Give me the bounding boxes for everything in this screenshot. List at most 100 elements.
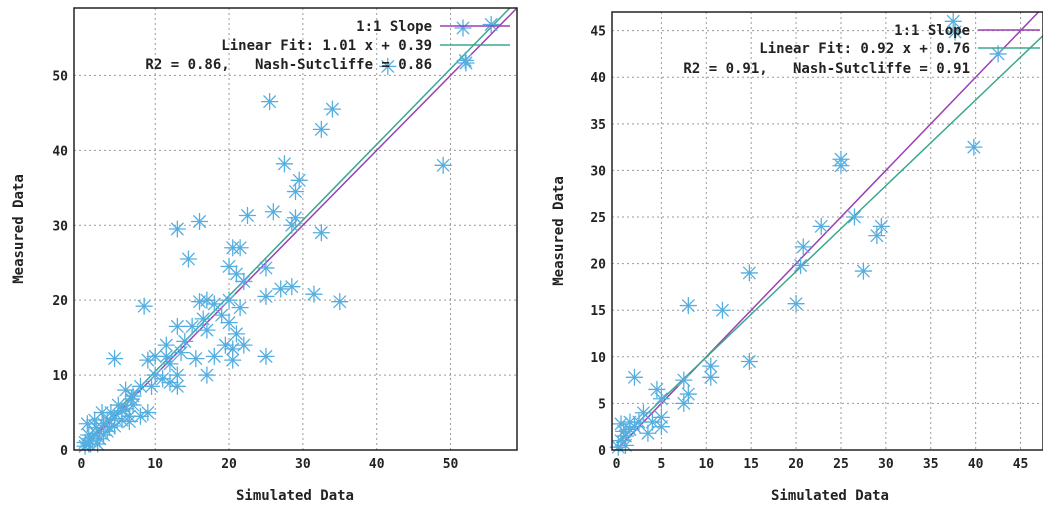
x-tick-label: 10 <box>147 457 163 472</box>
data-point <box>794 238 812 256</box>
data-point <box>456 51 474 70</box>
data-point <box>88 435 107 453</box>
data-point <box>238 206 257 225</box>
data-point <box>224 351 242 369</box>
y-tick-label: 30 <box>52 219 68 234</box>
data-point <box>639 424 657 442</box>
data-point <box>81 432 99 450</box>
data-point <box>235 272 253 291</box>
data-point <box>131 407 150 425</box>
legend-point-marker <box>454 19 472 37</box>
data-point <box>120 407 139 425</box>
data-point <box>172 343 190 362</box>
data-point <box>965 138 983 156</box>
data-point <box>216 336 235 354</box>
data-point <box>286 182 305 201</box>
x-axis-label: Simulated Data <box>236 488 354 504</box>
data-point <box>227 325 246 343</box>
y-tick-label: 40 <box>52 144 68 159</box>
data-point <box>183 317 201 336</box>
data-point <box>312 224 330 242</box>
y-axis-label: Measured Data <box>11 174 27 284</box>
data-point <box>305 285 323 303</box>
data-point <box>283 278 301 296</box>
data-point <box>190 212 209 231</box>
y-axis-label: Measured Data <box>551 176 567 286</box>
data-point <box>168 317 187 336</box>
data-point <box>139 351 157 369</box>
x-tick-label: 25 <box>833 457 849 472</box>
y-tick-label: 0 <box>598 444 606 459</box>
y-tick-label: 45 <box>590 25 606 40</box>
plot-frame <box>611 11 1043 451</box>
legend-label-slope: 1:1 Slope <box>894 23 970 39</box>
y-tick-label: 10 <box>590 351 606 366</box>
data-point <box>832 157 850 175</box>
y-tick-label: 10 <box>52 369 68 384</box>
scatter-points <box>76 15 500 455</box>
x-tick-label: 20 <box>788 457 804 472</box>
data-point <box>791 256 810 275</box>
data-point <box>854 262 873 280</box>
data-point <box>290 171 308 189</box>
data-point <box>675 371 693 389</box>
data-point <box>179 250 198 268</box>
data-point <box>205 347 223 366</box>
data-point <box>434 156 452 174</box>
y-tick-label: 50 <box>52 69 68 84</box>
data-point <box>231 299 249 317</box>
y-tick-label: 25 <box>590 211 606 226</box>
x-tick-label: 35 <box>923 457 939 472</box>
x-tick-label: 0 <box>77 457 85 472</box>
data-point <box>257 287 275 306</box>
data-point <box>198 291 216 309</box>
x-tick-label: 0 <box>613 457 621 472</box>
data-point <box>198 366 216 384</box>
x-tick-label: 40 <box>968 457 984 472</box>
data-point <box>198 321 216 339</box>
data-point <box>220 313 238 332</box>
y-tick-label: 5 <box>598 397 606 412</box>
data-point <box>787 295 805 313</box>
data-point <box>117 381 135 399</box>
y-tick-label: 0 <box>60 444 68 459</box>
x-tick-label: 45 <box>1013 457 1029 472</box>
linear-fit-line <box>615 35 1043 444</box>
x-tick-label: 50 <box>443 457 459 472</box>
data-point <box>105 349 124 368</box>
y-tick-label: 40 <box>590 71 606 86</box>
legend-label-fit: Linear Fit: 1.01 x + 0.39 <box>221 38 432 54</box>
data-point <box>679 296 697 315</box>
stats-annotation: R2 = 0.91, Nash-Sutcliffe = 0.91 <box>683 61 970 77</box>
data-point <box>176 332 194 351</box>
data-point <box>652 390 671 408</box>
data-point <box>122 390 141 408</box>
data-point <box>615 422 633 441</box>
data-point <box>131 377 150 395</box>
chart-right: 0 5 10 15 20 25 30 35 40 45 0 5 10 15 20 25 30 35 40 45 1:… <box>551 11 1043 504</box>
data-point <box>740 264 759 282</box>
data-point <box>609 438 627 456</box>
linear-fit-line <box>80 7 511 448</box>
chart-left: 0 10 20 30 40 50 0 10 20 30 40 50 1:1 Slope Linear… <box>11 7 518 504</box>
data-point <box>187 349 205 368</box>
data-point <box>845 208 864 226</box>
data-point <box>205 295 223 313</box>
x-tick-label: 20 <box>221 457 237 472</box>
legend-label-fit: Linear Fit: 0.92 x + 0.76 <box>759 41 970 57</box>
data-point <box>168 377 187 395</box>
x-tick-label: 10 <box>698 457 714 472</box>
data-point <box>652 418 671 436</box>
data-point <box>220 291 238 309</box>
data-point <box>257 259 275 277</box>
y-tick-label: 15 <box>590 304 606 319</box>
data-point <box>482 15 500 34</box>
legend-point-marker <box>457 54 475 72</box>
x-tick-label: 15 <box>743 457 759 472</box>
y-tick-labels: 0 10 20 30 40 50 <box>52 69 68 459</box>
data-point <box>194 310 212 328</box>
data-point <box>264 203 283 221</box>
data-point <box>812 217 830 235</box>
data-point <box>100 418 119 437</box>
